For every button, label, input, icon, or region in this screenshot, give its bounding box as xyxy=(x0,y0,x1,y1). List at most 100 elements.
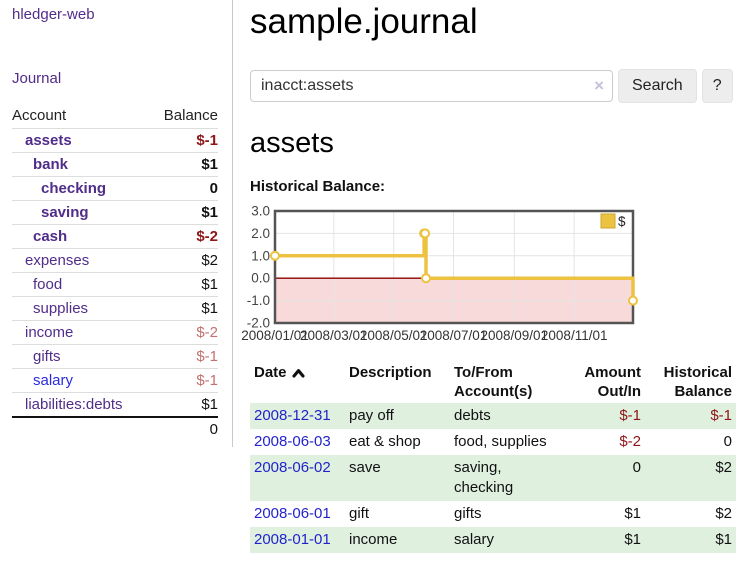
account-balance: $1 xyxy=(150,152,218,177)
register-balance: $1 xyxy=(715,531,732,549)
register-accounts: salary xyxy=(454,531,495,549)
sidebar-nav: Journal xyxy=(12,70,218,87)
y-tick-label: 1.0 xyxy=(251,249,270,264)
sidebar-account-link-bank[interactable]: bank xyxy=(33,156,69,173)
account-row: expenses $2 xyxy=(12,248,218,273)
data-point-marker xyxy=(421,273,431,284)
accounts-total-row: 0 xyxy=(12,416,218,441)
account-name-cell: expenses xyxy=(12,248,151,273)
register-date-link[interactable]: 2008-06-02 xyxy=(254,459,331,477)
accounts-header-balance: Balance xyxy=(150,104,218,129)
register-row: 2008-06-02 save saving, checking 0 $2 xyxy=(250,455,736,502)
register-description: gift xyxy=(349,505,370,523)
account-balance: $-2 xyxy=(150,224,218,249)
register-date-link[interactable]: 2008-12-31 xyxy=(254,407,331,425)
sidebar-account-link-cash[interactable]: cash xyxy=(33,228,68,245)
help-button[interactable]: ? xyxy=(701,69,733,104)
sidebar-account-link-food[interactable]: food xyxy=(33,276,63,293)
register-date-cell: 2008-01-01 xyxy=(250,527,345,553)
main-content: sample.journal × Search ? assets Histori… xyxy=(241,2,736,554)
sort-by-date[interactable]: Date xyxy=(254,363,305,382)
register-header-date: Date xyxy=(250,361,345,403)
search-button[interactable]: Search xyxy=(618,69,697,104)
register-date-cell: 2008-06-02 xyxy=(250,455,345,501)
register-accounts: debts xyxy=(454,407,491,425)
sidebar-account-link-assets[interactable]: assets xyxy=(25,132,72,149)
sidebar-account-link-saving[interactable]: saving xyxy=(41,204,89,221)
y-tick-label: 2.0 xyxy=(251,226,270,241)
account-balance: $1 xyxy=(150,296,218,321)
register-header-amount: Amount Out/In xyxy=(584,364,641,401)
sidebar-item-journal[interactable]: Journal xyxy=(12,70,62,87)
sort-asc-icon xyxy=(291,368,305,378)
register-date-cell: 2008-06-03 xyxy=(250,429,345,455)
account-row: liabilities:debts $1 xyxy=(12,393,218,418)
x-tick-label: 2008/11/01 xyxy=(541,328,608,343)
account-name-cell: cash xyxy=(12,224,151,249)
sidebar-account-link-checking[interactable]: checking xyxy=(41,180,107,197)
search-input[interactable] xyxy=(250,70,613,103)
register-header-accounts: To/From Account(s) xyxy=(454,364,533,401)
sidebar-account-link-salary[interactable]: salary xyxy=(33,372,74,389)
account-row: checking 0 xyxy=(12,176,218,201)
account-name-cell: food xyxy=(12,272,151,297)
x-tick-label: 2008/03/01 xyxy=(300,328,368,343)
accounts-total-balance: 0 xyxy=(150,416,218,441)
x-tick-label: 2008/07/01 xyxy=(420,328,488,343)
sidebar-account-link-expenses[interactable]: expenses xyxy=(25,252,90,269)
sidebar: hledger-web Journal Account Balance asse… xyxy=(0,0,233,447)
accounts-table-header: Account Balance xyxy=(12,104,218,129)
account-balance: $-1 xyxy=(150,368,218,393)
register-description: eat & shop xyxy=(349,433,421,451)
brand-link[interactable]: hledger-web xyxy=(12,6,95,23)
account-name-cell: bank xyxy=(12,152,151,177)
account-row: income $-2 xyxy=(12,320,218,345)
app-brand: hledger-web xyxy=(12,6,218,23)
register-balance: $-1 xyxy=(710,407,732,425)
account-name-cell: saving xyxy=(12,200,151,225)
account-balance: 0 xyxy=(150,176,218,201)
register-date-link[interactable]: 2008-06-03 xyxy=(254,433,331,451)
account-balance: $-1 xyxy=(150,344,218,369)
legend-swatch xyxy=(600,213,616,229)
data-point-marker xyxy=(420,228,431,239)
register-amount: 0 xyxy=(632,459,641,477)
y-tick-label: -1.0 xyxy=(247,293,270,308)
accounts-table: Account Balance assets $-1 bank $1 checking 0… xyxy=(12,104,218,441)
register-accounts: saving, checking xyxy=(454,459,514,497)
account-row: saving $1 xyxy=(12,200,218,225)
register-balance: $2 xyxy=(715,459,732,477)
page-title: sample.journal xyxy=(250,2,478,41)
account-balance: $2 xyxy=(150,248,218,273)
register-date-link[interactable]: 2008-06-01 xyxy=(254,505,331,523)
register-amount: $1 xyxy=(624,505,641,523)
chart-title: Historical Balance: xyxy=(250,178,386,196)
sidebar-account-link-liabilities-debts[interactable]: liabilities:debts xyxy=(25,396,123,413)
y-tick-label: 0.0 xyxy=(251,271,270,286)
register-accounts: food, supplies xyxy=(454,433,547,451)
register-description: income xyxy=(349,531,398,549)
x-tick-label: 2008/01/01 xyxy=(241,328,309,343)
register-description: save xyxy=(349,459,381,477)
register-amount: $-2 xyxy=(619,433,641,451)
plot-border xyxy=(273,210,635,325)
account-heading: assets xyxy=(250,127,334,160)
account-row: assets $-1 xyxy=(12,128,218,153)
y-tick-label: -2.0 xyxy=(247,316,270,331)
account-row: food $1 xyxy=(12,272,218,297)
account-balance: $1 xyxy=(150,200,218,225)
account-balance: $-1 xyxy=(150,128,218,153)
register-date-link[interactable]: 2008-01-01 xyxy=(254,531,331,549)
x-tick-label: 2008/05/01 xyxy=(360,328,428,343)
sidebar-account-link-income[interactable]: income xyxy=(25,324,74,341)
account-balance: $1 xyxy=(201,396,218,413)
register-row: 2008-06-01 gift gifts $1 $2 xyxy=(250,501,736,527)
sidebar-account-link-supplies[interactable]: supplies xyxy=(33,300,89,317)
clear-search-icon[interactable]: × xyxy=(594,76,604,96)
search-input-wrap: × xyxy=(250,70,613,103)
register-date-cell: 2008-12-31 xyxy=(250,403,345,429)
account-name-cell: assets xyxy=(12,128,151,153)
register-amount: $1 xyxy=(624,531,641,549)
sidebar-account-link-gifts[interactable]: gifts xyxy=(33,348,61,365)
data-point-marker xyxy=(628,295,638,306)
